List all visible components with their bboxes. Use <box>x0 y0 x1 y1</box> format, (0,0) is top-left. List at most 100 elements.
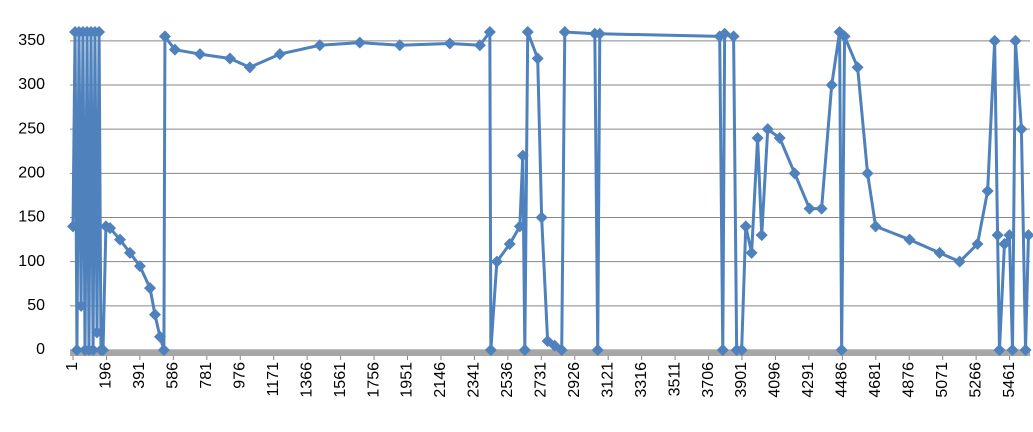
x-tick-label: 4486 <box>834 362 851 398</box>
point-marker <box>104 222 117 235</box>
point-marker <box>273 48 286 61</box>
x-tick-label: 1366 <box>298 362 315 398</box>
series-layer <box>67 26 1033 356</box>
x-tick-label: 2341 <box>466 362 483 398</box>
point-marker <box>835 344 848 356</box>
point-marker <box>157 344 170 356</box>
point-marker <box>735 344 748 356</box>
x-tick-label: 5071 <box>934 362 951 398</box>
point-marker <box>1022 229 1033 242</box>
x-tick-label: 2926 <box>566 362 583 398</box>
point-marker <box>751 132 764 144</box>
x-tick-label: 976 <box>231 362 248 389</box>
point-marker <box>484 344 497 356</box>
point-marker <box>513 220 526 233</box>
point-marker <box>75 299 88 312</box>
point-marker <box>153 330 166 343</box>
point-marker <box>993 344 1006 356</box>
x-tick-label: 3316 <box>633 362 650 398</box>
x-tick-label: 3901 <box>733 362 750 398</box>
x-tick-label: 2146 <box>432 362 449 398</box>
point-marker <box>133 260 146 273</box>
point-marker <box>535 211 548 224</box>
point-marker <box>158 30 171 43</box>
x-tick-label: 196 <box>98 362 115 389</box>
point-marker <box>114 233 127 246</box>
x-tick-label: 4291 <box>800 362 817 398</box>
point-marker <box>971 238 984 250</box>
x-tick-label: 3121 <box>599 362 616 398</box>
x-tick-label: 781 <box>198 362 215 389</box>
point-marker <box>815 202 828 215</box>
y-tick-label: 350 <box>18 32 45 49</box>
point-marker <box>483 26 496 38</box>
point-marker <box>869 220 882 233</box>
y-tick-label: 150 <box>18 209 45 226</box>
x-tick-label: 586 <box>165 362 182 389</box>
point-marker <box>755 229 768 242</box>
point-marker <box>558 26 571 38</box>
x-tick-label: 3706 <box>700 362 717 398</box>
x-tick-label: 1 <box>64 362 81 371</box>
point-marker <box>988 34 1001 47</box>
point-marker <box>593 27 606 40</box>
grid <box>70 40 1030 360</box>
point-marker <box>933 246 946 259</box>
point-marker <box>861 167 874 180</box>
point-marker <box>803 202 816 215</box>
x-tick-label: 1756 <box>365 362 382 398</box>
point-marker <box>473 39 486 52</box>
x-tick-label: 3511 <box>666 362 683 397</box>
x-tick-label: 1561 <box>332 362 349 398</box>
point-marker <box>745 246 758 259</box>
x-tick-label: 4876 <box>900 362 917 398</box>
point-marker <box>1015 123 1028 136</box>
point-marker <box>503 238 516 250</box>
point-marker <box>788 167 801 180</box>
point-marker <box>773 132 786 144</box>
point-marker <box>991 229 1004 242</box>
point-marker <box>1003 229 1016 242</box>
x-tick-label: 4096 <box>767 362 784 398</box>
point-marker <box>981 185 994 197</box>
point-marker <box>518 344 531 356</box>
x-tick-label: 1951 <box>399 362 416 398</box>
point-marker <box>591 344 604 356</box>
point-marker <box>168 43 181 56</box>
point-marker <box>716 344 729 356</box>
point-marker <box>555 344 568 356</box>
x-tick-label: 5461 <box>1001 362 1018 398</box>
y-tick-label: 250 <box>18 120 45 137</box>
point-marker <box>516 149 529 162</box>
y-tick-label: 200 <box>18 165 45 182</box>
x-tick-label: 391 <box>131 362 148 389</box>
point-marker <box>193 48 206 61</box>
point-marker <box>123 246 136 259</box>
point-marker <box>97 344 110 356</box>
point-marker <box>718 27 731 40</box>
point-marker <box>67 220 79 233</box>
point-marker <box>1006 344 1019 356</box>
point-marker <box>521 26 534 38</box>
point-marker <box>313 39 326 52</box>
point-marker <box>393 39 406 52</box>
point-marker <box>998 238 1011 250</box>
point-marker <box>148 308 161 321</box>
series-line <box>71 30 1030 352</box>
point-marker <box>87 344 100 356</box>
y-tick-label: 300 <box>18 76 45 93</box>
point-marker <box>825 79 838 91</box>
point-marker <box>851 61 864 74</box>
y-tick-label: 0 <box>36 341 45 358</box>
point-marker <box>531 52 544 65</box>
x-tick-label: 2731 <box>533 362 550 398</box>
point-marker <box>93 26 106 38</box>
point-marker <box>353 36 366 49</box>
point-marker <box>91 326 104 339</box>
point-marker <box>838 30 851 43</box>
point-marker <box>761 123 774 136</box>
x-tick-label: 5266 <box>967 362 984 398</box>
point-marker <box>223 52 236 65</box>
point-marker <box>903 233 916 246</box>
